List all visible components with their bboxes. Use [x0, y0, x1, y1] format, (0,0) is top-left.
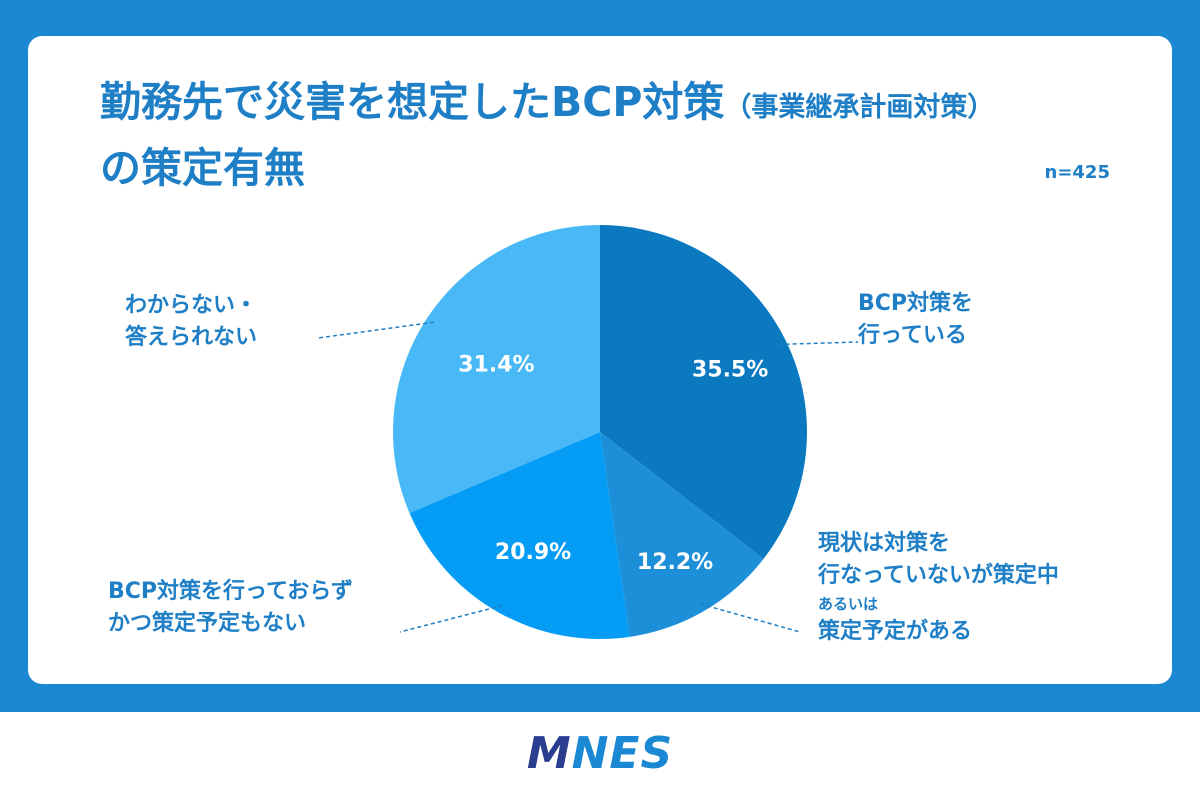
label-line: わからない・ — [125, 293, 258, 318]
slice-bcp-planning — [600, 432, 764, 637]
leader-line — [317, 321, 435, 339]
title-line2: の策定有無 — [100, 144, 305, 192]
label-line: 答えられない — [125, 325, 258, 350]
pie-chart: 35.5% 12.2% 20.9% 31.4% — [317, 225, 859, 640]
label-line: 行っている — [858, 323, 967, 348]
chart-title: 勤務先で災害を想定したBCP対策（事業継承計画対策） の策定有無 — [100, 72, 994, 198]
legend-label-bcp-implemented: BCP対策を 行っている — [858, 288, 973, 352]
label-line: 行なっていないが策定中 — [818, 563, 1059, 588]
mnes-logo: MNES — [500, 728, 700, 780]
label-line: BCP対策を行っておらず — [108, 579, 353, 604]
leader-line — [700, 603, 801, 633]
value-label-bcp-none: 20.9% — [495, 540, 571, 565]
value-label-bcp-planning: 12.2% — [637, 550, 713, 575]
logo-rest: NES — [571, 728, 674, 779]
slice-unknown — [392, 225, 600, 514]
legend-label-bcp-planning: 現状は対策を 行なっていないが策定中 あるいは 策定予定がある — [818, 528, 1059, 648]
label-line: かつ策定予定もない — [108, 611, 307, 636]
sample-size: n=425 — [1044, 162, 1110, 183]
label-line: BCP対策を — [858, 291, 974, 316]
slice-bcp-none — [409, 432, 630, 640]
legend-label-bcp-none: BCP対策を行っておらず かつ策定予定もない — [108, 576, 353, 640]
legend-label-unknown: わからない・ 答えられない — [125, 290, 257, 354]
label-line-small: あるいは — [818, 595, 879, 613]
label-line: 現状は対策を — [818, 531, 951, 556]
logo-m: M — [526, 728, 572, 779]
title-line1-main: 勤務先で災害を想定したBCP対策 — [100, 78, 725, 126]
title-line1-sub: （事業継承計画対策） — [724, 92, 995, 123]
value-label-unknown: 31.4% — [458, 352, 534, 377]
slice-bcp-implemented — [600, 225, 808, 559]
leader-line — [778, 341, 859, 346]
label-line: 策定予定がある — [818, 619, 973, 644]
value-label-bcp-implemented: 35.5% — [692, 357, 768, 382]
leader-line — [399, 604, 503, 633]
